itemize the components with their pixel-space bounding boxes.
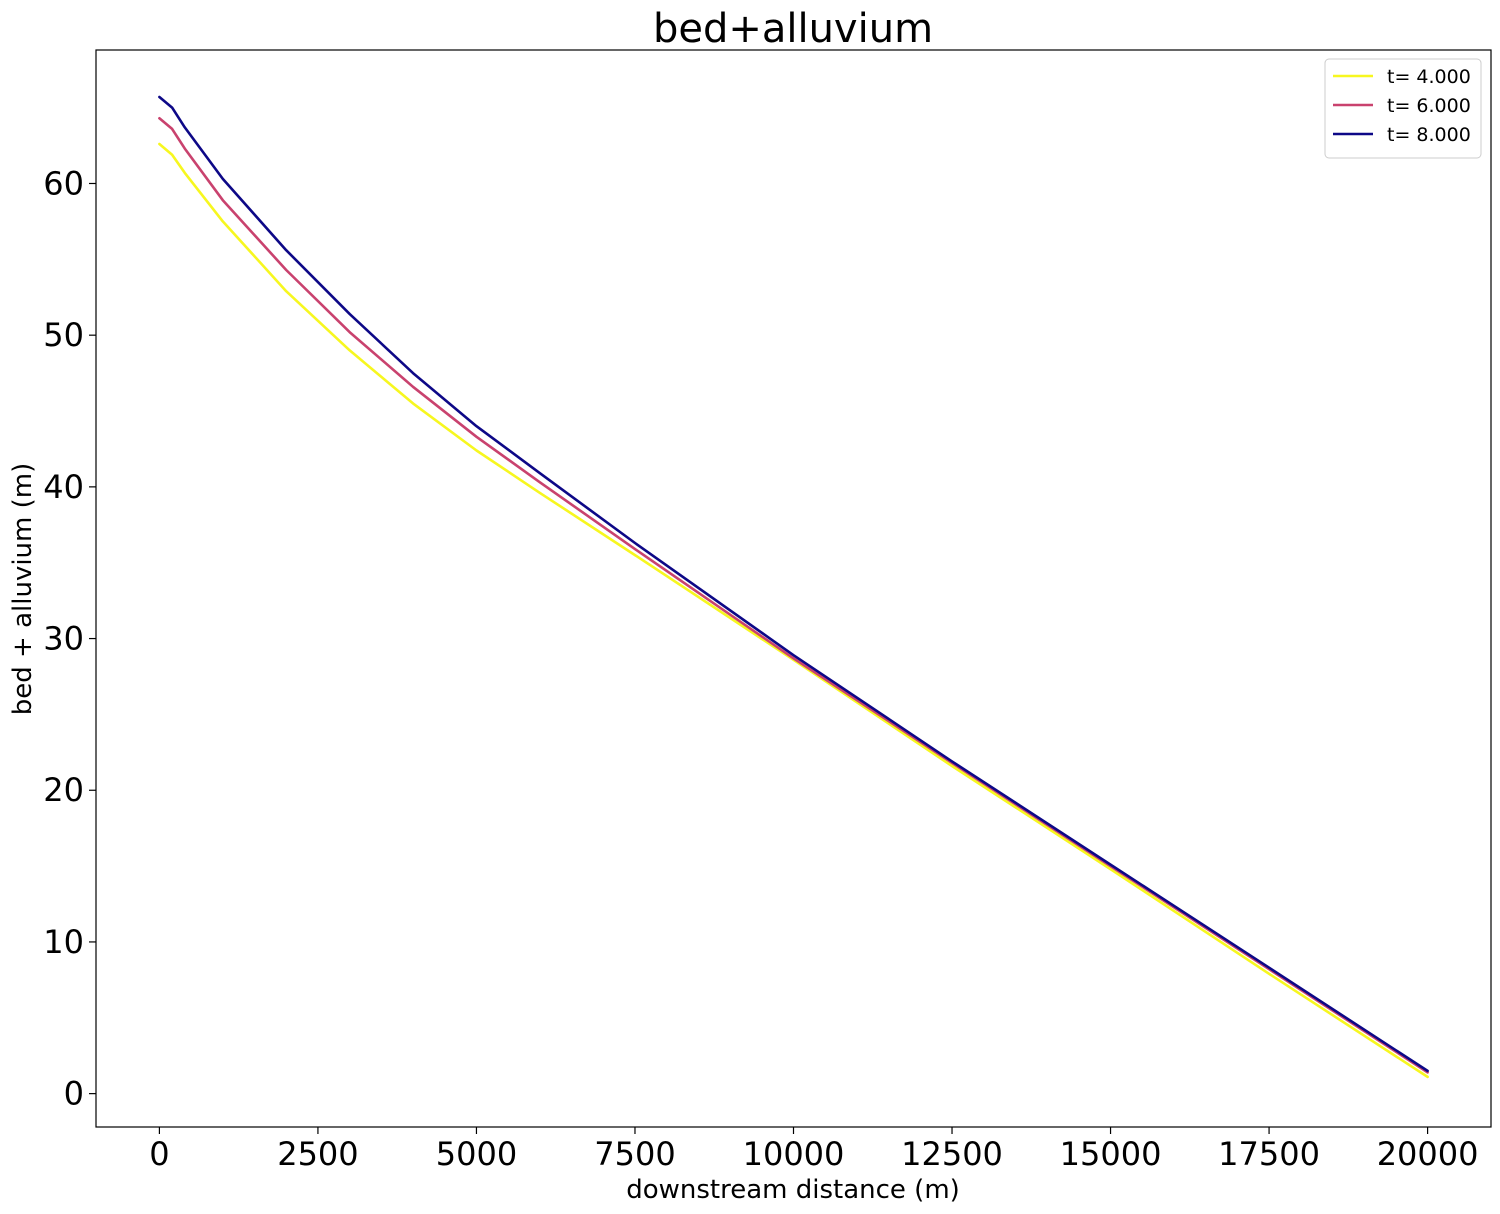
- y-tick-label: 30: [43, 620, 84, 658]
- x-tick-label: 20000: [1377, 1135, 1479, 1173]
- ticks-layer: 0 2500 5000 7500 10000 12500 15000 17500 20000 0 1…: [43, 164, 1478, 1173]
- y-tick-label: 40: [43, 468, 84, 506]
- x-tick-label: 2500: [277, 1135, 358, 1173]
- series-line-0: [158, 142, 1429, 1079]
- x-tick-label: 5000: [436, 1135, 517, 1173]
- y-tick-label: 50: [43, 316, 84, 354]
- legend-label: t= 4.000: [1387, 66, 1471, 88]
- legend-label: t= 6.000: [1387, 95, 1471, 117]
- x-tick-label: 15000: [1060, 1135, 1162, 1173]
- x-tick-label: 7500: [594, 1135, 675, 1173]
- series-line-1: [158, 117, 1429, 1074]
- y-tick-label: 20: [43, 771, 84, 809]
- chart-title: bed+alluvium: [653, 6, 933, 52]
- x-axis-label: downstream distance (m): [626, 1175, 960, 1205]
- y-tick-label: 60: [43, 164, 84, 202]
- y-tick-label: 10: [43, 923, 84, 961]
- x-tick-label: 12500: [901, 1135, 1003, 1173]
- y-axis-label: bed + alluvium (m): [8, 463, 38, 715]
- series-line-2: [158, 95, 1429, 1073]
- x-tick-label: 0: [149, 1135, 169, 1173]
- series-layer: [158, 95, 1429, 1079]
- x-tick-label: 10000: [743, 1135, 845, 1173]
- plot-frame: [95, 49, 1492, 1128]
- y-tick-label: 0: [64, 1075, 84, 1113]
- legend: t= 4.000 t= 6.000 t= 8.000: [1324, 58, 1482, 159]
- x-tick-label: 17500: [1218, 1135, 1320, 1173]
- legend-label: t= 8.000: [1387, 124, 1471, 146]
